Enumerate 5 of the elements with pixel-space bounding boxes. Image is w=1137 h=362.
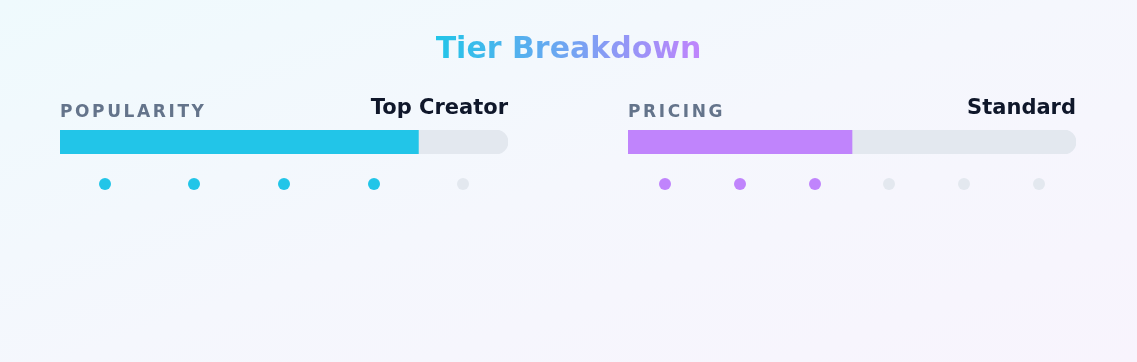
- chart-title: POPULARITY: [60, 101, 207, 121]
- text: Standard: [967, 95, 1076, 119]
- chart-title: PRICING: [628, 101, 726, 121]
- text: Top Creator: [370, 95, 508, 119]
- text: Tier Breakdown: [435, 30, 702, 65]
